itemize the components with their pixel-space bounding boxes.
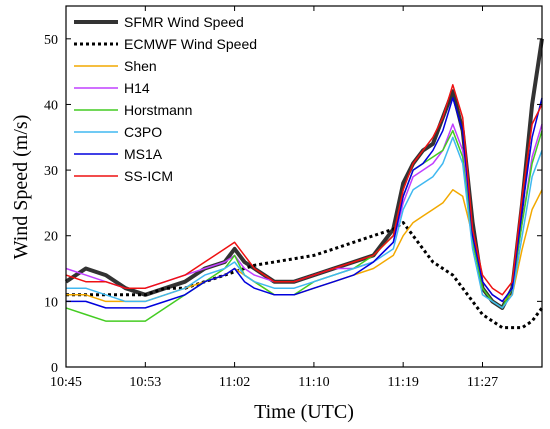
y-tick-label-5: 50 [44, 33, 58, 48]
x-tick-label-1: 10:53 [129, 375, 161, 390]
x-tick-label-2: 11:02 [219, 375, 250, 390]
legend-label-3: H14 [124, 80, 150, 96]
y-tick-label-3: 30 [44, 164, 58, 179]
plot-background [66, 6, 542, 367]
legend-label-4: Horstmann [124, 102, 192, 118]
x-tick-label-3: 11:10 [298, 375, 329, 390]
legend-label-1: ECMWF Wind Speed [124, 36, 257, 52]
legend-label-6: MS1A [124, 146, 163, 162]
legend-label-0: SFMR Wind Speed [124, 14, 244, 30]
legend: SFMR Wind Speed ECMWF Wind Speed Shen H14 Ho… [74, 14, 257, 184]
axis-layer: 0 10 20 30 40 50 10:45 10:53 11:02 11:10 11:19 11:2… [44, 6, 542, 390]
series-line-6 [66, 97, 543, 309]
x-tick-label-5: 11:27 [467, 375, 498, 390]
y-tick-label-2: 20 [44, 230, 58, 245]
legend-label-7: SS-ICM [124, 168, 173, 184]
legend-label-5: C3PO [124, 124, 162, 140]
y-tick-label-1: 10 [44, 295, 58, 310]
series-line-4 [65, 129, 543, 322]
series-line-7 [65, 84, 543, 296]
x-tick-label-0: 10:45 [50, 375, 82, 390]
series-layer [64, 38, 544, 330]
series-line-5 [66, 136, 543, 309]
y-tick-label-4: 40 [44, 98, 58, 113]
legend-label-2: Shen [124, 58, 157, 74]
plot-frame [65, 5, 543, 368]
x-axis-title: Time (UTC) [254, 401, 354, 423]
x-tick-label-4: 11:19 [387, 375, 418, 390]
y-tick-label-0: 0 [51, 361, 58, 376]
series-line-1 [66, 221, 544, 330]
y-axis-title: Wind Speed (m/s) [10, 115, 32, 260]
